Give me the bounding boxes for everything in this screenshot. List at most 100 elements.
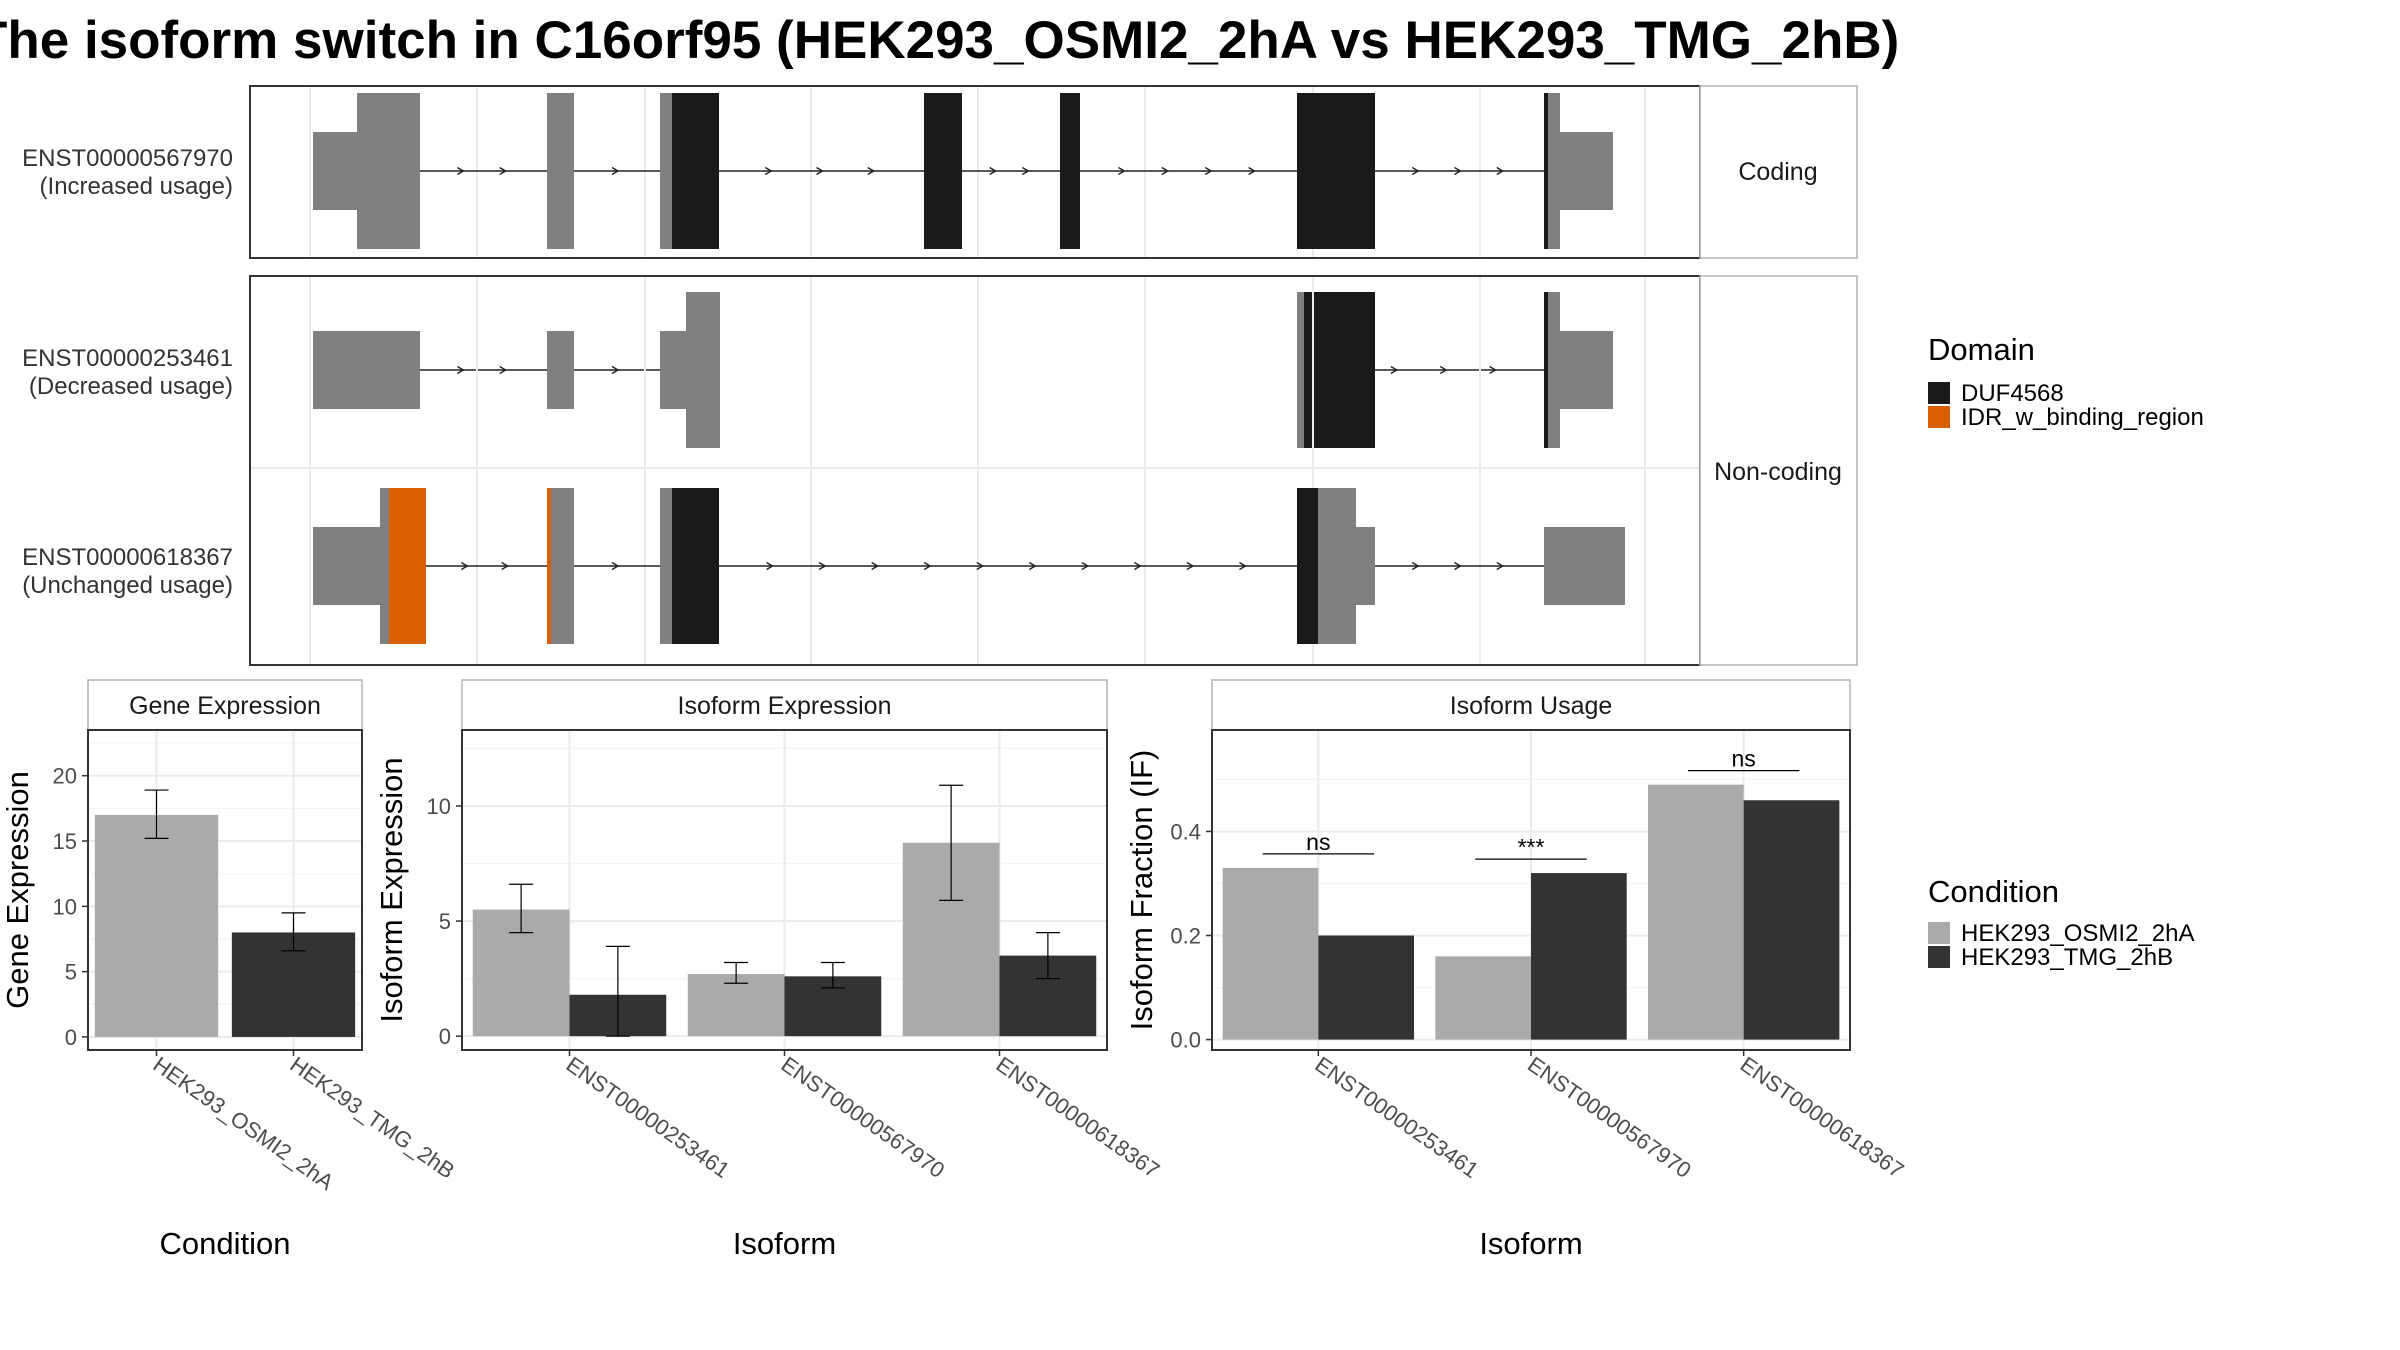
isoform-id-label: ENST00000253461 (22, 345, 233, 372)
domain-duf4568-segment (1544, 292, 1548, 448)
intron-arrow (456, 166, 465, 176)
intron-arrow (1186, 561, 1195, 571)
exon-segment (313, 132, 357, 210)
legend-swatch-duf4568 (1928, 382, 1950, 404)
significance-label: ns (1306, 829, 1330, 855)
condition-legend: Condition HEK293_OSMI2_2hA HEK293_TMG_2h… (1928, 874, 2194, 971)
exon-segment (313, 331, 420, 409)
isoform-track (309, 87, 1646, 257)
exon-segment (1356, 527, 1375, 605)
intron-arrow (1454, 561, 1462, 571)
bar (1318, 935, 1415, 1040)
bar (1743, 800, 1840, 1040)
exon-segment (1318, 488, 1356, 644)
x-tick-label: ENST00000618367 (992, 1052, 1165, 1183)
y-tick-label: 0 (65, 1025, 77, 1050)
intron-arrow (611, 166, 620, 176)
structure-facet-noncoding: Non-coding (249, 275, 1858, 666)
bar (1435, 956, 1531, 1040)
intron-arrow (1239, 561, 1247, 571)
exon-segment (686, 292, 720, 448)
bar (1647, 784, 1744, 1040)
intron-arrow (989, 166, 998, 176)
exon-segment (547, 331, 574, 409)
y-tick-label: 5 (439, 909, 451, 934)
intron-arrow (1390, 365, 1399, 375)
exon-segment (1544, 527, 1625, 605)
bar (1222, 867, 1319, 1040)
intron-arrow (1161, 166, 1170, 176)
legend-label-duf4568: DUF4568 (1961, 380, 2064, 407)
bar (1531, 873, 1627, 1040)
isoform-usage-label: (Increased usage) (40, 173, 233, 200)
panel-strip (461, 679, 1108, 731)
intron-arrow (1081, 561, 1090, 571)
y-tick-label: 20 (53, 764, 77, 789)
y-tick-label: 10 (53, 894, 77, 919)
domain-duf4568-segment (1297, 488, 1318, 644)
panel-border (249, 275, 1701, 666)
domain-idr-segment (547, 488, 551, 644)
significance-label: *** (1518, 834, 1545, 860)
intron-arrow (499, 166, 508, 176)
panel-strip-title: Isoform Usage (1450, 692, 1613, 720)
intron-arrow (816, 166, 824, 176)
domain-legend: Domain DUF4568 IDR_w_binding_region (1928, 332, 2204, 431)
domain-duf4568-segment (924, 93, 962, 249)
y-tick-label: 0.0 (1170, 1028, 1201, 1053)
y-tick-label: 15 (53, 829, 77, 854)
bar (687, 974, 785, 1037)
domain-duf4568-segment (672, 93, 719, 249)
domain-duf4568-segment (672, 488, 719, 644)
x-axis-title: Isoform (1479, 1226, 1582, 1261)
facet-strip (1699, 85, 1858, 259)
intron-arrow (611, 365, 620, 375)
exon-segment (1560, 132, 1613, 210)
intron-arrow (1496, 166, 1505, 176)
facet-strip (1699, 275, 1858, 666)
intron-arrow (867, 166, 876, 176)
intron-arrow (1204, 166, 1213, 176)
panel-border (87, 729, 363, 1051)
legend-swatch-osmi2 (1928, 922, 1950, 944)
x-tick-label: ENST00000253461 (562, 1052, 735, 1183)
intron-arrow (923, 561, 932, 571)
isoform-id-label: ENST00000618367 (22, 544, 233, 571)
intron-arrow (501, 561, 510, 571)
x-axis-title: Isoform (733, 1226, 836, 1261)
y-tick-label: 10 (427, 794, 451, 819)
exon-segment (357, 93, 420, 249)
y-tick-label: 0.4 (1170, 819, 1201, 844)
x-tick-label: ENST00000253461 (1310, 1052, 1483, 1183)
isoform-id-label: ENST00000567970 (22, 145, 233, 172)
intron-arrow (1021, 166, 1030, 176)
figure-title: The isoform switch in C16orf95 (HEK293_O… (0, 11, 1899, 70)
intron-arrow (499, 365, 508, 375)
exon-segment (551, 488, 574, 644)
domain-duf4568-segment (1304, 292, 1375, 448)
exon-segment (660, 331, 686, 409)
isoform-usage-label: (Decreased usage) (29, 373, 233, 400)
y-axis-title: Isoform Expression (374, 757, 409, 1022)
intron-arrow (1454, 166, 1462, 176)
intron-arrow (764, 166, 773, 176)
exon-segment (1297, 292, 1304, 448)
exon-segment (1548, 292, 1560, 448)
isoform-usage-label: (Unchanged usage) (22, 572, 233, 599)
intron-arrow (611, 561, 620, 571)
intron-arrow (818, 561, 827, 571)
intron-arrow (1489, 365, 1497, 375)
intron-arrow (871, 561, 880, 571)
legend-swatch-idr (1928, 406, 1950, 428)
intron-arrow (1439, 365, 1448, 375)
y-tick-label: 0 (439, 1024, 451, 1049)
x-tick-label: ENST00000618367 (1736, 1052, 1909, 1183)
y-axis-title: Isoform Fraction (IF) (1124, 750, 1159, 1031)
exon-segment (547, 93, 574, 249)
y-tick-label: 0.2 (1170, 924, 1201, 949)
exon-segment (380, 488, 389, 644)
isoform-track (251, 277, 1699, 664)
y-tick-label: 5 (65, 960, 77, 985)
panel-strip-title: Gene Expression (129, 692, 321, 720)
